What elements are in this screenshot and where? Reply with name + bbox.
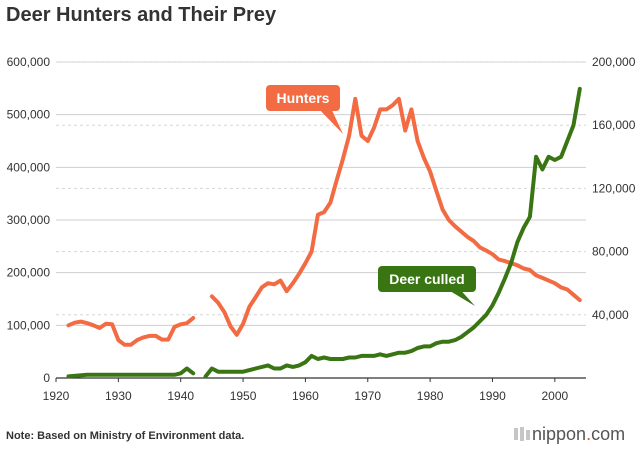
x-axis: 1920 1930 1940 1950 1960 1970 1980 1990 2000 [43,378,568,403]
hunters-callout-pointer [316,106,343,134]
y-right-tick-label: 160,000 [592,118,636,132]
hunters-line-segment-0 [66,316,196,347]
deer-callout-label: Deer culled [389,271,464,287]
deer-culled-line-segment-0 [66,366,196,379]
hunters-callout-box [266,85,340,111]
x-tick-label: 1940 [167,389,194,403]
deer-culled-line-segment-1 [203,86,582,379]
y-right-tick-label: 80,000 [592,245,629,259]
y-axis-left: 0 100,000 200,000 300,000 400,000 500,000 600,… [7,55,51,385]
brand-name: nippon [532,424,587,444]
x-tick-label: 1950 [230,389,257,403]
y-left-tick-label: 600,000 [7,55,51,69]
x-tick-label: 1990 [479,389,506,403]
x-tick-label: 1960 [292,389,319,403]
deer-callout-box [378,266,476,292]
y-right-tick-label: 40,000 [592,308,629,322]
x-tick-label: 1980 [417,389,444,403]
chart-title: Deer Hunters and Their Prey [6,4,277,26]
y-left-tick-label: 200,000 [7,266,51,280]
brand-mark-icon [514,426,530,442]
brand-logo: nippon.com [514,424,625,445]
x-tick-label: 1920 [43,389,70,403]
brand-dot: . [586,424,592,444]
y-right-tick-label: 200,000 [592,55,636,69]
series-lines [66,86,582,379]
y-left-tick-label: 0 [43,371,50,385]
x-tick-label: 2000 [541,389,568,403]
y-left-tick-label: 300,000 [7,213,51,227]
y-right-tick-label: 120,000 [592,181,636,195]
y-axis-right: 40,000 80,000 120,000 160,000 200,000 [592,55,636,322]
deer-callout: Deer culled [378,266,476,306]
y-left-tick-label: 400,000 [7,160,51,174]
brand-tld: com [591,424,626,444]
y-left-tick-label: 100,000 [7,318,51,332]
grid-lines [56,61,586,379]
x-tick-label: 1930 [105,389,132,403]
source-note: Note: Based on Ministry of Environment d… [6,430,245,442]
x-tick-label: 1970 [354,389,381,403]
hunters-callout-label: Hunters [277,90,330,106]
hunters-callout: Hunters [266,85,343,134]
hunters-line-segment-1 [209,96,582,337]
y-left-tick-label: 500,000 [7,108,51,122]
